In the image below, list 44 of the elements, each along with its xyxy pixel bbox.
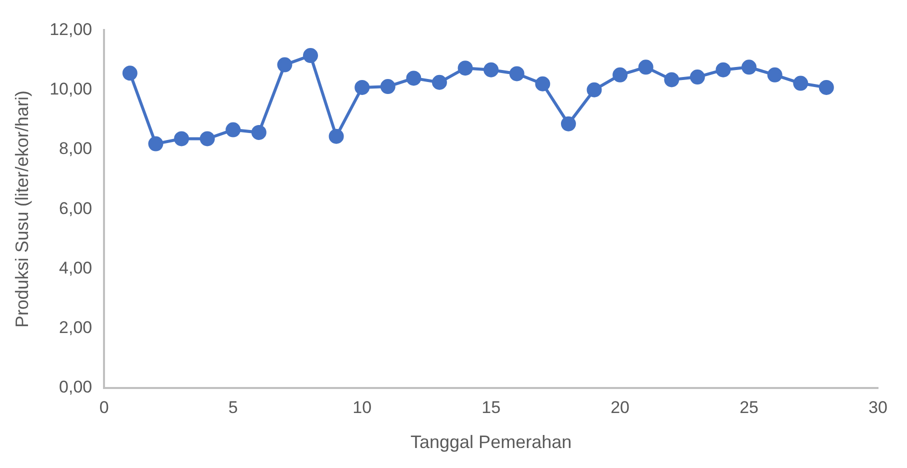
x-tick-label: 25 bbox=[740, 398, 758, 417]
point bbox=[586, 82, 602, 98]
point bbox=[303, 48, 318, 64]
point bbox=[793, 76, 808, 91]
x-tick-label: 10 bbox=[352, 398, 372, 417]
x-axis-title: Tanggal Pemerahan bbox=[410, 432, 572, 452]
point bbox=[509, 66, 524, 82]
point bbox=[818, 80, 834, 95]
point bbox=[380, 79, 396, 94]
point bbox=[664, 72, 680, 88]
point bbox=[716, 62, 731, 78]
point bbox=[535, 76, 550, 92]
point bbox=[742, 60, 757, 75]
x-tick-label: 30 bbox=[868, 398, 888, 417]
point bbox=[122, 66, 138, 81]
point bbox=[612, 67, 628, 82]
point bbox=[560, 116, 576, 132]
point bbox=[638, 60, 654, 75]
point bbox=[767, 67, 782, 82]
point bbox=[277, 57, 292, 72]
point bbox=[354, 80, 370, 95]
x-tick-label: 0 bbox=[99, 398, 109, 417]
y-tick-label: 8,00 bbox=[59, 139, 92, 158]
x-tick-label: 15 bbox=[482, 398, 501, 417]
x-tick-label: 5 bbox=[228, 398, 238, 417]
point bbox=[484, 62, 499, 78]
y-tick-label: 6,00 bbox=[59, 198, 92, 218]
point bbox=[174, 131, 190, 146]
point bbox=[690, 70, 705, 85]
point bbox=[200, 131, 215, 146]
y-tick-label: 4,00 bbox=[59, 258, 92, 278]
point bbox=[251, 124, 266, 140]
point bbox=[458, 60, 473, 76]
point bbox=[148, 136, 164, 152]
point bbox=[432, 74, 447, 90]
y-tick-label: 12,00 bbox=[50, 20, 92, 39]
point bbox=[226, 122, 241, 138]
y-tick-label: 2,00 bbox=[59, 318, 92, 338]
x-tick-label: 20 bbox=[610, 398, 630, 417]
point bbox=[406, 70, 422, 86]
y-tick-label: 0,00 bbox=[59, 378, 92, 397]
point bbox=[328, 128, 344, 144]
y-axis-title: Produksi Susu (liter/ekor/hari) bbox=[12, 90, 32, 328]
y-tick-label: 10,00 bbox=[50, 80, 92, 99]
